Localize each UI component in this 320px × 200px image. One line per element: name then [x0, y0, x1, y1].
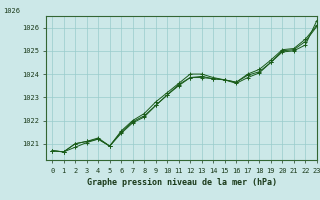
Text: 1026: 1026	[3, 8, 20, 14]
X-axis label: Graphe pression niveau de la mer (hPa): Graphe pression niveau de la mer (hPa)	[87, 178, 276, 187]
